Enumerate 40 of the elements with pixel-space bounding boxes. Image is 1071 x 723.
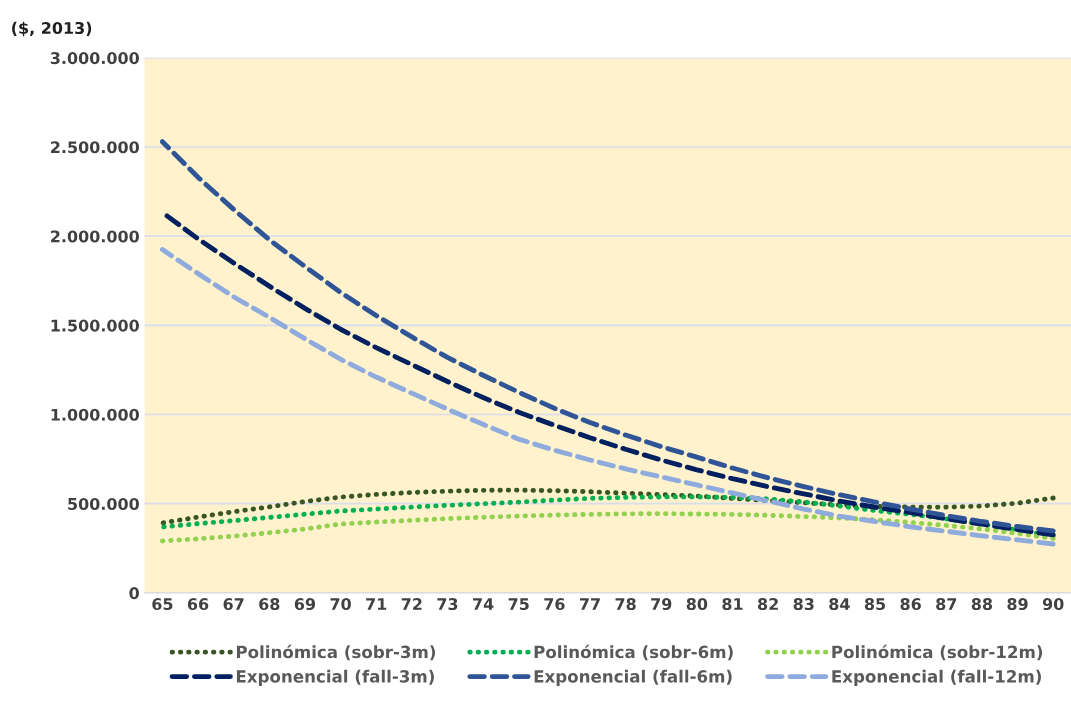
legend-label: Polinómica (sobr-3m): [236, 644, 436, 661]
legend-label: Polinómica (sobr-12m): [832, 644, 1043, 661]
x-tick-label: 84: [829, 598, 850, 611]
x-tick-label: 89: [1007, 598, 1028, 611]
x-tick-label: 87: [936, 598, 957, 611]
x-tick-label: 75: [508, 598, 529, 611]
y-tick-label: 3.000.000: [50, 52, 139, 65]
y-tick-label: 1.000.000: [51, 408, 139, 421]
y-tick-label: 500.000: [68, 497, 139, 510]
x-tick-label: 88: [971, 598, 993, 611]
x-tick-label: 83: [793, 598, 814, 611]
x-tick-label: 81: [722, 598, 743, 611]
y-tick-label: 2.000.000: [51, 230, 139, 243]
y-tick-label: 2.500.000: [51, 141, 139, 154]
x-tick-label: 67: [223, 598, 244, 611]
x-tick-label: 65: [152, 598, 173, 611]
legend-label: Exponencial (fall-3m): [236, 669, 434, 686]
y-tick-label: 0: [129, 587, 139, 600]
x-tick-label: 71: [366, 598, 387, 610]
x-tick-label: 82: [758, 598, 778, 611]
x-tick-label: 66: [187, 598, 209, 611]
x-tick-label: 76: [544, 598, 565, 611]
x-tick-label: 70: [330, 598, 351, 611]
x-tick-label: 69: [294, 598, 316, 611]
x-tick-label: 74: [473, 598, 494, 610]
x-tick-label: 77: [579, 598, 600, 610]
x-tick-label: 68: [259, 598, 280, 611]
legend-label: Polinómica (sobr-6m): [534, 644, 733, 661]
x-tick-label: 85: [864, 598, 886, 611]
x-tick-label: 73: [437, 598, 458, 611]
x-tick-label: 78: [615, 598, 636, 611]
y-axis-title: ($, 2013): [12, 21, 92, 37]
x-tick-label: 90: [1042, 598, 1064, 611]
legend-label: Exponencial (fall-12m): [832, 669, 1041, 686]
legend-label: Exponencial (fall-6m): [534, 669, 732, 686]
y-tick-label: 1.500.000: [51, 319, 139, 332]
x-tick-label: 86: [900, 598, 921, 611]
x-tick-label: 79: [651, 598, 672, 611]
x-tick-label: 72: [401, 598, 422, 610]
x-tick-label: 80: [686, 598, 708, 611]
